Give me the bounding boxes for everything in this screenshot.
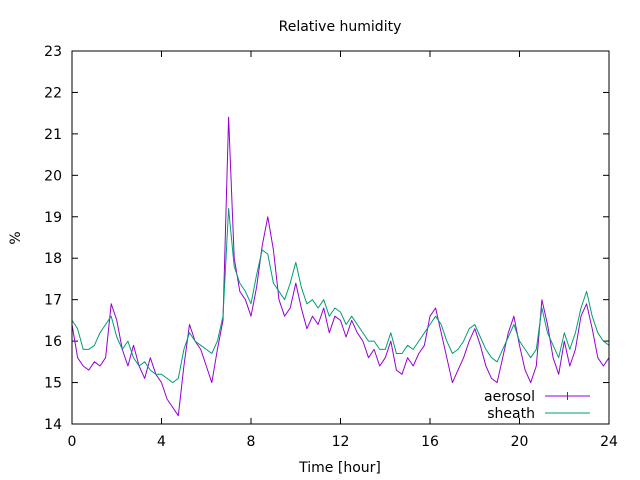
x-tick-label: 0: [68, 434, 77, 450]
x-tick-label: 20: [511, 434, 529, 450]
legend-label-sheath: sheath: [487, 406, 535, 422]
y-tick-label: 18: [44, 251, 62, 267]
legend-label-aerosol: aerosol: [484, 389, 535, 405]
y-tick-label: 20: [44, 168, 62, 184]
x-tick-label: 8: [247, 434, 256, 450]
y-tick-label: 15: [44, 376, 62, 392]
x-axis-label: Time [hour]: [298, 460, 381, 476]
y-tick-label: 23: [44, 44, 62, 60]
y-tick-label: 19: [44, 210, 62, 226]
y-tick-label: 17: [44, 293, 62, 309]
chart-title: Relative humidity: [279, 19, 402, 35]
y-tick-label: 22: [44, 85, 62, 101]
y-tick-label: 16: [44, 334, 62, 350]
x-tick-label: 24: [600, 434, 618, 450]
y-axis-label: %: [8, 231, 24, 244]
y-tick-label: 21: [44, 127, 62, 143]
x-tick-label: 16: [421, 434, 439, 450]
series-line-sheath: [71, 208, 610, 384]
x-tick-label: 4: [157, 434, 166, 450]
series-line-aerosol: [71, 116, 610, 417]
y-tick-label: 14: [44, 417, 62, 433]
x-tick-label: 12: [332, 434, 350, 450]
plot-frame: [71, 50, 610, 425]
